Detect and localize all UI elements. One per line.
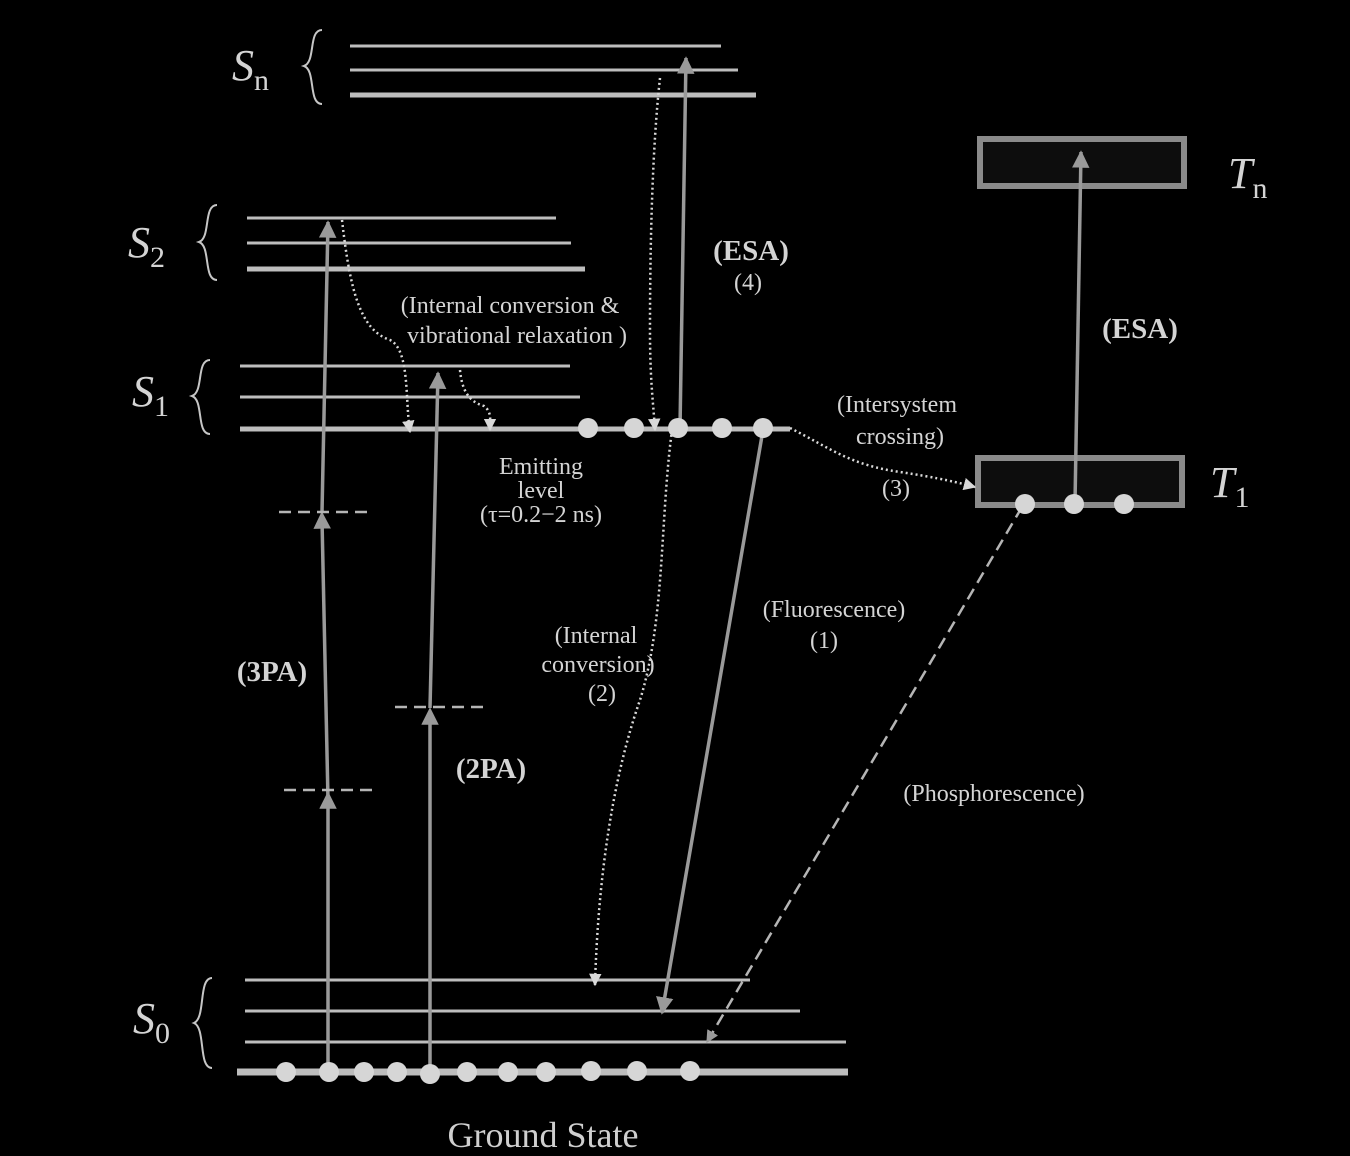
tn-label: Tn bbox=[1228, 149, 1267, 205]
ic-vr-label-line1: (Internal conversion & bbox=[401, 293, 620, 319]
two-pa-label: (2PA) bbox=[456, 753, 526, 785]
ic-label-line2: conversion) bbox=[541, 652, 654, 678]
t1-population bbox=[1015, 494, 1134, 514]
emitting-lifetime: (τ=0.2−2 ns) bbox=[480, 502, 602, 528]
emitting-label-line2: level bbox=[518, 478, 565, 504]
s2-label: S2 bbox=[128, 218, 165, 274]
s2-levels bbox=[247, 216, 585, 272]
singlet-esa-arrow bbox=[676, 56, 695, 429]
sn-label: Sn bbox=[232, 41, 269, 97]
s0-population bbox=[276, 1061, 700, 1084]
phosphorescence-label: (Phosphorescence) bbox=[903, 781, 1084, 807]
ic-vr-label-line2: vibrational relaxation ) bbox=[407, 323, 627, 349]
ic-vr-s2-path bbox=[340, 219, 415, 434]
esa-singlet-number: (4) bbox=[734, 270, 762, 296]
fluorescence-number: (1) bbox=[810, 628, 838, 654]
isc-label-line1: (Intersystem bbox=[837, 392, 957, 418]
s1-label: S1 bbox=[132, 367, 169, 423]
triplet-esa-arrow bbox=[1071, 150, 1090, 504]
t1-label: T1 bbox=[1210, 458, 1249, 514]
fluorescence-arrow bbox=[656, 429, 765, 1015]
esa-triplet-label: (ESA) bbox=[1102, 313, 1178, 345]
three-pa-label: (3PA) bbox=[237, 656, 307, 688]
phosphorescence-arrow bbox=[705, 506, 1024, 1044]
s2-brace bbox=[195, 204, 218, 281]
intersystem-crossing-path bbox=[789, 426, 977, 491]
ground-state-label: Ground State bbox=[448, 1115, 639, 1155]
ic-sn-path bbox=[648, 77, 662, 432]
s1-brace bbox=[188, 359, 211, 435]
vr-s1-path bbox=[458, 369, 497, 432]
emitting-label-line1: Emitting bbox=[499, 454, 583, 480]
s0-brace bbox=[191, 977, 213, 1069]
sn-brace bbox=[300, 29, 323, 105]
ic-label-line1: (Internal bbox=[555, 623, 638, 649]
isc-number: (3) bbox=[882, 476, 910, 502]
s0-label: S0 bbox=[133, 994, 170, 1050]
esa-singlet-label: (ESA) bbox=[713, 235, 789, 267]
internal-conversion-path bbox=[589, 429, 674, 987]
s1-population bbox=[578, 418, 773, 438]
sn-levels bbox=[350, 44, 756, 98]
two-photon-absorption-arrow bbox=[421, 371, 447, 1070]
fluorescence-label: (Fluorescence) bbox=[763, 597, 906, 623]
three-photon-absorption-arrow bbox=[313, 220, 337, 1070]
isc-label-line2: crossing) bbox=[856, 424, 944, 450]
ic-number: (2) bbox=[588, 681, 616, 707]
